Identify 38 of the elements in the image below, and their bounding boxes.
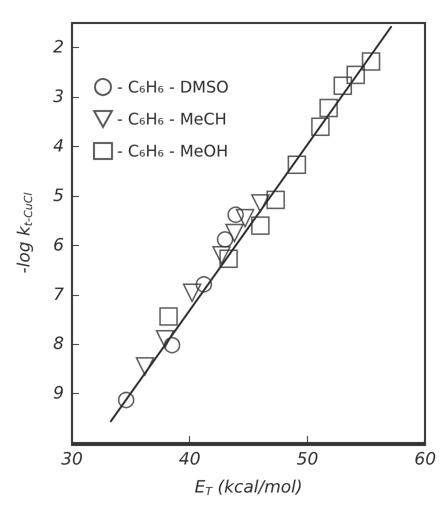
point bbox=[136, 357, 154, 376]
point bbox=[216, 231, 234, 248]
point bbox=[236, 208, 254, 228]
legend-label: - C₆H₆ - MeOH bbox=[117, 142, 228, 160]
y-tick-label: 5 bbox=[53, 186, 64, 206]
y-tick-label: 9 bbox=[53, 384, 64, 404]
point bbox=[212, 246, 231, 264]
point bbox=[225, 224, 244, 242]
point bbox=[219, 249, 238, 268]
point bbox=[362, 52, 380, 71]
point bbox=[159, 307, 178, 326]
legend-label: - C₆H₆ - DMSO bbox=[117, 78, 229, 96]
legend-label: - C₆H₆ - MeCH bbox=[117, 110, 227, 128]
x-tick-label: 60 bbox=[414, 450, 436, 470]
y-tick-label: 8 bbox=[53, 334, 64, 354]
x-tick-label: 30 bbox=[61, 450, 83, 470]
y-tick-label: 2 bbox=[53, 38, 64, 58]
point bbox=[251, 216, 270, 235]
x-tick-label: 50 bbox=[296, 450, 318, 470]
point bbox=[164, 336, 180, 354]
point bbox=[334, 76, 352, 96]
x-tick-label: 40 bbox=[178, 450, 201, 470]
point bbox=[196, 276, 212, 293]
y-axis-title: -log kt-CuCl bbox=[14, 192, 35, 274]
point bbox=[118, 392, 134, 408]
point bbox=[266, 190, 285, 210]
y-tick-label: 7 bbox=[53, 284, 64, 305]
point bbox=[346, 66, 365, 84]
point bbox=[227, 206, 244, 223]
point bbox=[319, 98, 338, 118]
y-tick-label: 4 bbox=[53, 136, 64, 157]
point bbox=[156, 330, 174, 348]
y-tick-label: 3 bbox=[53, 87, 64, 108]
point bbox=[251, 194, 270, 213]
point bbox=[311, 118, 330, 136]
y-tick-label: 6 bbox=[53, 235, 64, 256]
point bbox=[288, 156, 306, 174]
point bbox=[182, 284, 202, 302]
